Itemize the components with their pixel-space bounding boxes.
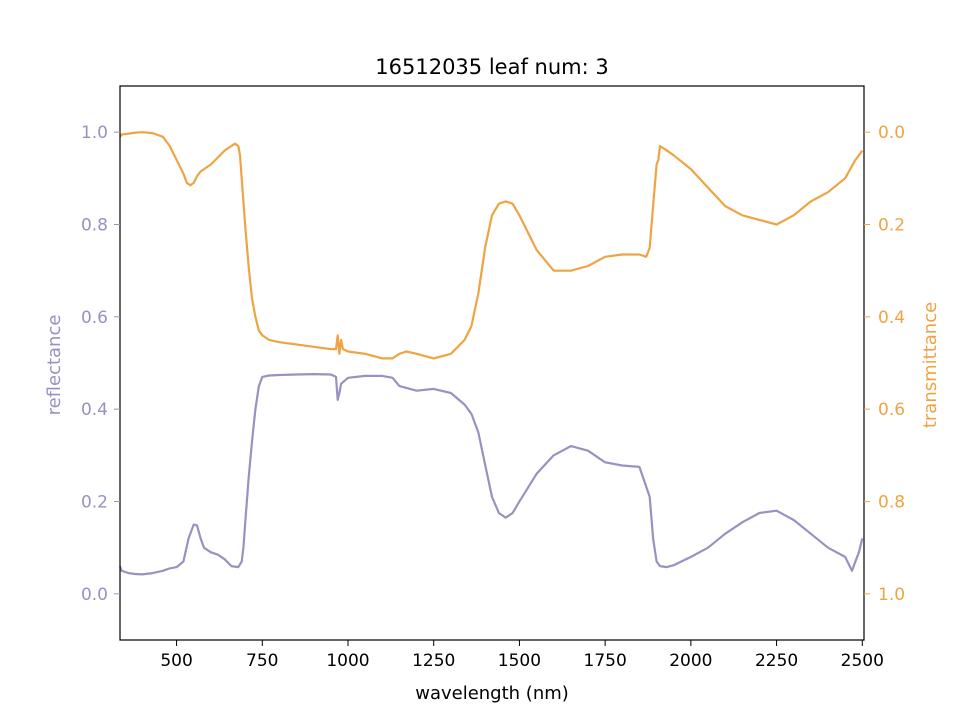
y-axis-right-label: transmittance: [920, 302, 941, 428]
y-right-tick-label: 0.6: [878, 400, 905, 420]
y-left-tick-label: 1.0: [81, 123, 108, 143]
y-left-tick-label: 0.8: [81, 216, 108, 236]
x-axis: 500 750 1000 1250 1500 1750 2000 2250 2500: [160, 640, 884, 671]
y-left-tick-label: 0.2: [81, 493, 108, 513]
y-axis-left-label: reflectance: [44, 315, 65, 416]
y-right-tick-label: 0.8: [878, 493, 905, 513]
x-tick-label: 1250: [412, 651, 455, 671]
x-tick-label: 2500: [841, 651, 884, 671]
series-layer: [118, 131, 864, 576]
y-left-tick-label: 0.0: [81, 585, 108, 605]
x-tick-label: 500: [160, 651, 192, 671]
x-axis-label: wavelength (nm): [415, 683, 569, 704]
y-axis-left: 0.0 0.2 0.4 0.6 0.8 1.0: [81, 123, 120, 605]
y-right-tick-label: 0.2: [878, 216, 905, 236]
y-right-tick-label: 1.0: [878, 585, 905, 605]
x-tick-label: 2000: [669, 651, 712, 671]
x-tick-label: 1000: [326, 651, 369, 671]
x-tick-label: 1750: [584, 651, 627, 671]
y-right-tick-label: 0.4: [878, 308, 905, 328]
y-left-tick-label: 0.6: [81, 308, 108, 328]
y-left-tick-label: 0.4: [81, 400, 108, 420]
transmittance-line: [119, 131, 864, 360]
plot-frame: [119, 85, 865, 641]
x-tick-label: 2250: [755, 651, 798, 671]
y-right-tick-label: 0.0: [878, 123, 905, 143]
x-tick-label: 750: [246, 651, 278, 671]
y-axis-right: 0.0 0.2 0.4 0.6 0.8 1.0: [864, 123, 905, 605]
reflectance-line: [118, 373, 864, 576]
x-tick-label: 1500: [498, 651, 541, 671]
chart-title: 16512035 leaf num: 3: [375, 55, 608, 79]
